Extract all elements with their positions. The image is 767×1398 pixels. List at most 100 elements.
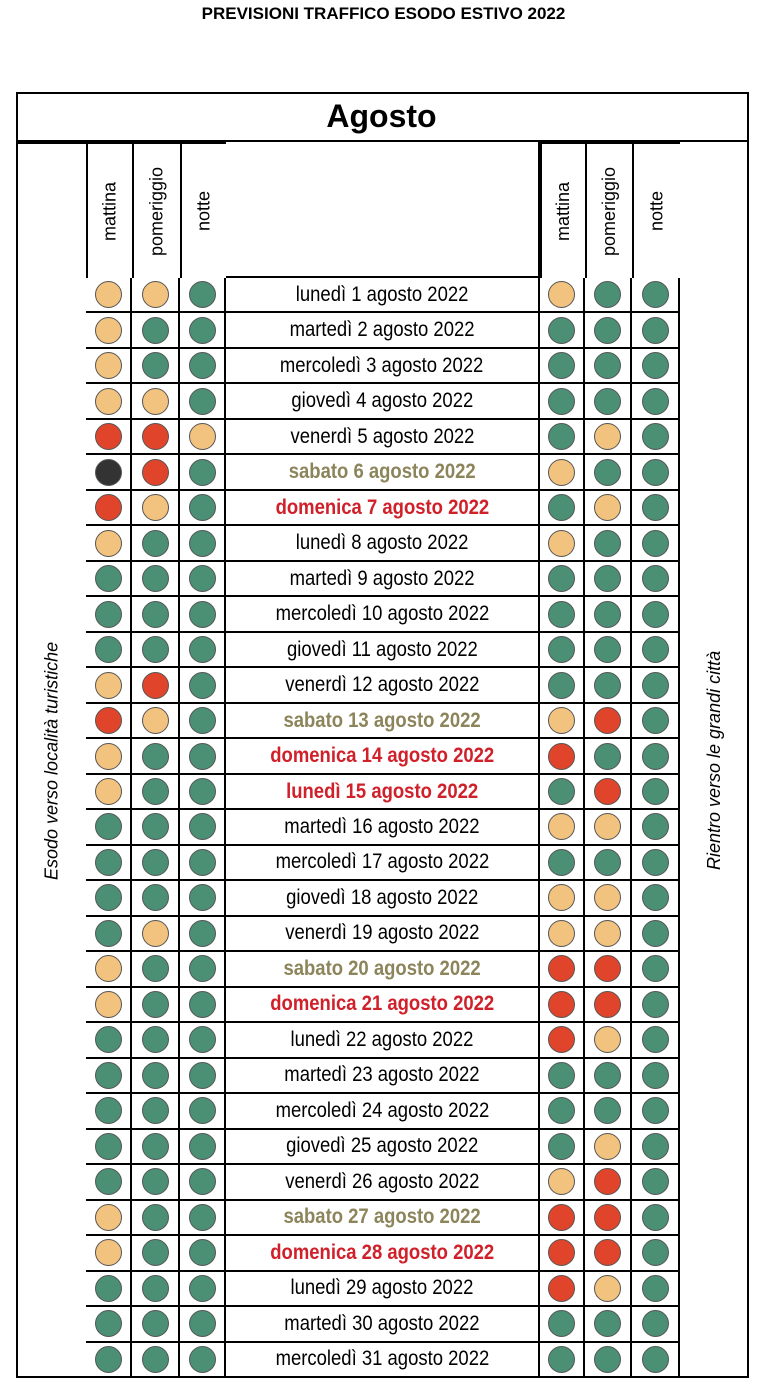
status-cell [86, 668, 132, 704]
status-dot [548, 1061, 575, 1089]
status-cell [632, 384, 680, 420]
status-dot [141, 1345, 169, 1373]
status-dot [188, 636, 216, 664]
status-cell [585, 1058, 632, 1095]
status-cell [180, 916, 226, 953]
status-cell [540, 1058, 585, 1095]
status-cell [132, 703, 180, 740]
status-dot [188, 423, 216, 451]
status-cell [132, 1236, 180, 1272]
status-dot [641, 1239, 669, 1267]
status-dot [188, 848, 216, 876]
date-label: lunedì 22 agosto 2022 [290, 1027, 474, 1051]
status-cell [180, 1165, 226, 1201]
status-dot [188, 884, 216, 912]
status-cell [540, 1342, 585, 1378]
date-label: domenica 28 agosto 2022 [270, 1240, 494, 1264]
status-cell [132, 597, 180, 633]
status-dot [94, 1097, 122, 1125]
status-cell [540, 1129, 585, 1166]
status-cell [86, 561, 132, 598]
status-dot [641, 1097, 669, 1125]
status-cell [540, 739, 585, 775]
status-dot [641, 813, 669, 841]
status-dot [594, 1274, 621, 1302]
date-cell: domenica 14 agosto 2022 [226, 739, 540, 775]
status-dot [594, 742, 621, 770]
status-cell [86, 1342, 132, 1378]
date-cell: martedì 30 agosto 2022 [226, 1307, 540, 1343]
status-cell [86, 1236, 132, 1272]
status-cell [180, 1094, 226, 1130]
status-dot [188, 813, 216, 841]
status-cell [180, 419, 226, 456]
date-label: lunedì 29 agosto 2022 [290, 1276, 474, 1300]
date-cell: sabato 6 agosto 2022 [226, 455, 540, 491]
status-cell [540, 1236, 585, 1272]
status-dot [594, 1132, 621, 1160]
status-dot [188, 742, 216, 770]
status-cell [585, 348, 632, 385]
status-dot [594, 316, 621, 344]
status-cell [86, 1307, 132, 1343]
date-label: martedì 16 agosto 2022 [284, 814, 480, 838]
status-dot [548, 671, 575, 699]
date-label: giovedì 11 agosto 2022 [286, 637, 478, 661]
status-cell [540, 1023, 585, 1059]
status-cell [540, 916, 585, 953]
status-dot [141, 636, 169, 664]
status-cell [585, 1165, 632, 1201]
status-dot [141, 423, 169, 451]
status-dot [94, 352, 122, 380]
date-label: mercoledì 31 agosto 2022 [275, 1347, 489, 1371]
status-dot [141, 813, 169, 841]
status-cell [180, 881, 226, 917]
status-dot [594, 813, 621, 841]
status-dot [641, 387, 669, 415]
status-cell [132, 916, 180, 953]
status-cell [86, 703, 132, 740]
status-cell [132, 561, 180, 598]
status-dot [188, 990, 216, 1018]
status-cell [86, 739, 132, 775]
status-cell [132, 632, 180, 669]
status-dot [94, 1168, 122, 1196]
status-cell [86, 952, 132, 988]
status-dot [641, 636, 669, 664]
status-dot [548, 1168, 575, 1196]
date-label: sabato 13 agosto 2022 [283, 708, 481, 732]
status-dot [141, 316, 169, 344]
status-dot [94, 387, 122, 415]
status-dot [188, 565, 216, 593]
status-cell [180, 845, 226, 882]
status-cell [632, 1342, 680, 1378]
date-cell: sabato 13 agosto 2022 [226, 703, 540, 740]
status-cell [132, 845, 180, 882]
status-cell [585, 597, 632, 633]
status-dot [188, 387, 216, 415]
status-cell [132, 348, 180, 385]
status-cell [632, 845, 680, 882]
status-dot [548, 955, 575, 983]
status-dot [141, 1239, 169, 1267]
status-cell [132, 881, 180, 917]
status-cell [540, 597, 585, 633]
status-cell [132, 810, 180, 846]
date-cell: mercoledì 10 agosto 2022 [226, 597, 540, 633]
status-cell [86, 1094, 132, 1130]
status-cell [632, 1058, 680, 1095]
status-cell [585, 313, 632, 349]
status-dot [548, 565, 575, 593]
status-cell [86, 419, 132, 456]
status-dot [94, 565, 122, 593]
status-cell [180, 952, 226, 988]
status-cell [180, 348, 226, 385]
status-dot [141, 1168, 169, 1196]
status-dot [594, 387, 621, 415]
status-dot [641, 458, 669, 486]
status-cell [132, 952, 180, 988]
date-cell: venerdì 12 agosto 2022 [226, 668, 540, 704]
status-dot [94, 281, 122, 309]
status-cell [132, 774, 180, 811]
